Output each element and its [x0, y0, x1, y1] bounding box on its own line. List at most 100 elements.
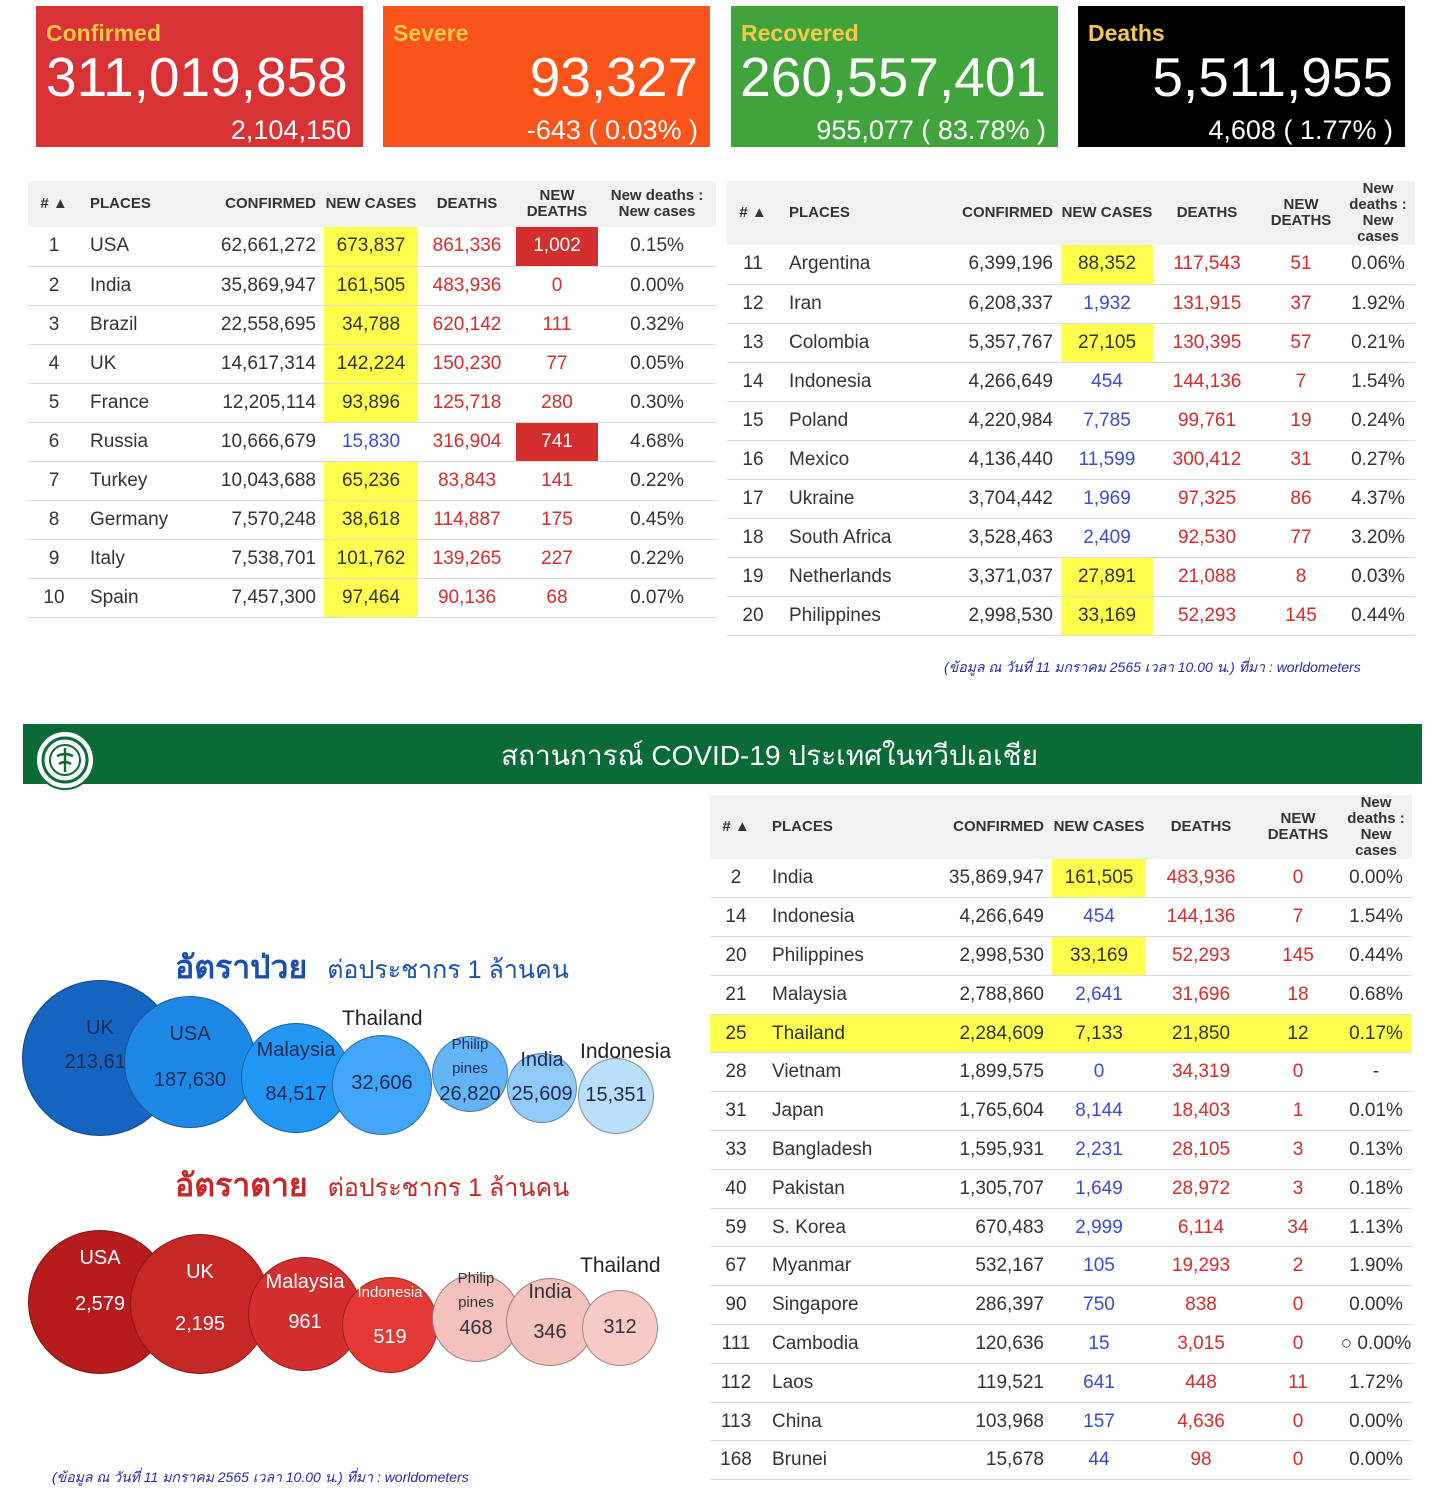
cell-rank: 9: [28, 539, 80, 579]
cell-ratio: 0.45%: [598, 500, 716, 540]
cell-deaths: 4,636: [1146, 1402, 1256, 1442]
header-rank[interactable]: # ▲: [739, 204, 767, 221]
bubble-name: India: [528, 1281, 572, 1303]
cell-new-cases: 27,891: [1061, 557, 1153, 597]
cell-rank: 1: [28, 227, 80, 267]
table-row: 67 Myanmar 532,167 105 19,293 2 1.90%: [710, 1246, 1412, 1287]
cell-confirmed: 10,666,679: [190, 422, 324, 462]
header-rank[interactable]: # ▲: [40, 195, 68, 212]
death-rate-subtitle: ต่อประชากร 1 ล้านคน: [327, 1174, 570, 1202]
cell-rank: 5: [28, 383, 80, 423]
header-places: PLACES: [772, 818, 833, 835]
cell-new-deaths: 19: [1261, 401, 1341, 441]
header-new-deaths: NEW DEATHS: [1270, 196, 1332, 229]
cell-new-deaths: 86: [1261, 479, 1341, 519]
cell-deaths: 21,088: [1153, 557, 1261, 597]
cell-new-deaths: 7: [1256, 897, 1340, 938]
cell-deaths: 125,718: [418, 383, 516, 423]
cell-rank: 15: [727, 401, 779, 441]
cell-new-deaths: 0: [1256, 1285, 1340, 1326]
bubble-philip-pines: Philip pines 468: [432, 1270, 520, 1362]
bubble-name: UK: [186, 1261, 214, 1283]
cell-deaths: 316,904: [418, 422, 516, 462]
cell-new-deaths: 51: [1261, 245, 1341, 285]
cell-place: Japan: [762, 1091, 882, 1132]
bubble-uk: UK 2,195: [130, 1234, 270, 1374]
deaths-new: 4,608 ( 1.77% ): [1208, 115, 1393, 145]
cell-rank: 17: [727, 479, 779, 519]
cell-new-deaths: 175: [516, 500, 598, 540]
infection-rate-heading: อัตราป่วย ต่อประชากร 1 ล้านคน: [175, 942, 569, 993]
table-row: 40 Pakistan 1,305,707 1,649 28,972 3 0.18%: [710, 1169, 1412, 1209]
cell-place: Bangladesh: [762, 1130, 882, 1170]
cell-rank: 19: [727, 557, 779, 597]
bubble-thailand: 32,606: [332, 1035, 432, 1135]
cell-place: Indonesia: [762, 897, 882, 938]
header-confirmed: CONFIRMED: [962, 204, 1053, 221]
cell-new-deaths: 8: [1261, 557, 1341, 597]
bubble-philip-pines: Philip pines 26,820: [432, 1036, 508, 1112]
bubble-name: Malaysia: [265, 1271, 345, 1293]
cell-ratio: 0.22%: [598, 539, 716, 579]
bubble-name: USA: [169, 1023, 211, 1045]
table-row: 18 South Africa 3,528,463 2,409 92,530 77 3.20…: [727, 518, 1415, 558]
table-row: 7 Turkey 10,043,688 65,236 83,843 141 0.22%: [28, 461, 716, 501]
cell-confirmed: 2,998,530: [899, 596, 1061, 636]
cell-new-cases: 11,599: [1061, 440, 1153, 480]
cell-place: Malaysia: [762, 975, 882, 1015]
cell-place: Brunei: [762, 1440, 882, 1481]
cell-confirmed: 532,167: [882, 1246, 1052, 1287]
cell-ratio: 0.32%: [598, 305, 716, 345]
header-rank[interactable]: # ▲: [722, 818, 750, 835]
cell-new-cases: 1,649: [1052, 1169, 1146, 1209]
cell-rank: 40: [710, 1169, 762, 1209]
table-row: 9 Italy 7,538,701 101,762 139,265 227 0.22%: [28, 539, 716, 579]
table-row: 17 Ukraine 3,704,442 1,969 97,325 86 4.37%: [727, 479, 1415, 519]
table-row: 28 Vietnam 1,899,575 0 34,319 0-: [710, 1052, 1412, 1093]
cell-confirmed: 7,538,701: [190, 539, 324, 579]
header-new-cases: NEW CASES: [1061, 204, 1153, 221]
header-ratio: New deaths : New cases: [610, 187, 704, 220]
bubble-name: UK: [86, 1017, 114, 1039]
cell-new-cases: 1,969: [1061, 479, 1153, 519]
cell-confirmed: 15,678: [882, 1440, 1052, 1481]
cell-confirmed: 3,704,442: [899, 479, 1061, 519]
table-row: 25 Thailand 2,284,609 7,133 21,850 12 0.17%: [710, 1014, 1412, 1054]
cell-confirmed: 1,305,707: [882, 1169, 1052, 1209]
cell-place: UK: [80, 344, 190, 384]
bubble-name: Malaysia: [256, 1039, 336, 1061]
cell-place: Thailand: [762, 1014, 882, 1054]
cell-rank: 20: [727, 596, 779, 636]
cell-new-cases: 161,505: [1052, 859, 1146, 899]
death-rate-heading: อัตราตาย ต่อประชากร 1 ล้านคน: [175, 1160, 569, 1211]
cell-ratio: 0.15%: [598, 227, 716, 267]
bubble-value: 84,517: [265, 1083, 327, 1105]
cell-rank: 12: [727, 284, 779, 324]
cell-new-cases: 157: [1052, 1402, 1146, 1442]
cell-place: Germany: [80, 500, 190, 540]
cell-rank: 18: [727, 518, 779, 558]
table-row: 112 Laos 119,521 641 448 11 1.72%: [710, 1363, 1412, 1403]
infection-rate-subtitle: ต่อประชากร 1 ล้านคน: [327, 956, 569, 984]
cell-rank: 16: [727, 440, 779, 480]
cell-confirmed: 103,968: [882, 1402, 1052, 1442]
cell-deaths: 620,142: [418, 305, 516, 345]
cell-new-cases: 105: [1052, 1246, 1146, 1287]
cell-new-deaths: 77: [1261, 518, 1341, 558]
cell-ratio: 0.24%: [1341, 401, 1415, 441]
bubble-value: 346: [533, 1321, 567, 1343]
cell-new-cases: 454: [1061, 362, 1153, 402]
bubble-indonesia: 15,351: [578, 1058, 654, 1134]
severe-card: Severe 93,327 -643 ( 0.03% ): [383, 6, 710, 147]
cell-deaths: 861,336: [418, 227, 516, 267]
cell-place: Colombia: [779, 323, 899, 363]
cell-ratio: 1.54%: [1340, 897, 1412, 938]
cell-confirmed: 3,528,463: [899, 518, 1061, 558]
cell-rank: 90: [710, 1285, 762, 1326]
cell-ratio: 0.68%: [1340, 975, 1412, 1015]
deaths-card: Deaths 5,511,955 4,608 ( 1.77% ): [1078, 6, 1405, 147]
table-row: 59 S. Korea 670,483 2,999 6,114 34 1.13%: [710, 1208, 1412, 1248]
cell-ratio: 0.44%: [1341, 596, 1415, 636]
table-row: 14 Indonesia 4,266,649 454 144,136 7 1.54%: [727, 362, 1415, 402]
recovered-new: 955,077 ( 83.78% ): [816, 115, 1046, 145]
